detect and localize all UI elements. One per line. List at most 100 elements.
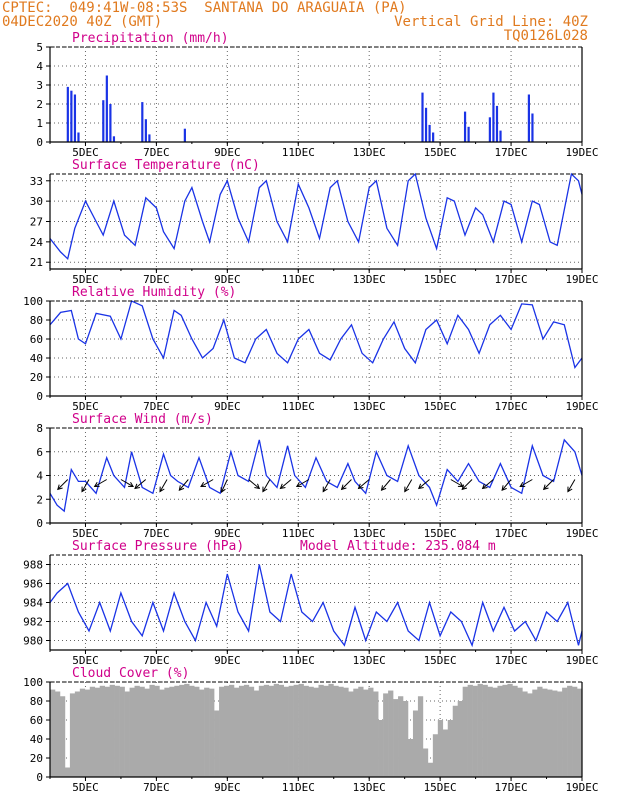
xtick-label-4-6: 17DEC (495, 654, 528, 667)
cloud-bar-36 (228, 684, 235, 777)
wind-arrowhead-4 (134, 483, 140, 490)
cloud-bar-63 (363, 689, 369, 777)
wind-arrowhead-12 (295, 481, 302, 488)
precip-bar-11 (183, 128, 186, 142)
ytick-label-1-3: 30 (30, 195, 43, 208)
panel-title-2: Relative Humidity (%) (72, 285, 236, 300)
xtick-label-4-5: 15DEC (424, 654, 457, 667)
xtick-label-5-0: 5DEC (72, 781, 99, 794)
precip-bar-13 (424, 107, 428, 142)
cloud-bar-61 (353, 688, 359, 777)
ytick-label-0-2: 2 (36, 98, 43, 111)
cloud-bar-19 (144, 688, 150, 777)
ytick-label-5-1: 20 (30, 752, 43, 765)
cloud-bar-1 (54, 691, 61, 777)
wind-arrowhead-16 (380, 485, 387, 492)
ytick-label-4-3: 986 (23, 578, 43, 591)
cloud-bar-33 (214, 710, 220, 777)
cloud-bar-20 (149, 684, 155, 777)
ytick-label-1-2: 27 (30, 216, 43, 229)
panel-title-1: Surface Temperature (nC) (72, 158, 260, 173)
precip-bar-16 (463, 111, 467, 142)
cloud-bar-28 (189, 685, 195, 777)
ytick-label-4-4: 988 (23, 559, 43, 572)
xtick-label-3-1: 7DEC (143, 527, 170, 540)
xtick-label-1-7: 19DEC (565, 273, 598, 286)
precip-bar-4 (102, 100, 105, 142)
cloud-bar-38 (238, 685, 245, 777)
xtick-label-0-0: 5DEC (72, 146, 99, 159)
wind-arrowhead-14 (340, 484, 347, 491)
cloud-bar-48 (288, 685, 294, 777)
cloud-bar-72 (407, 739, 414, 777)
wind-arrowhead-15 (357, 483, 364, 490)
cloud-bar-75 (422, 748, 429, 777)
xtick-label-4-1: 7DEC (143, 654, 170, 667)
cloud-bar-43 (263, 684, 270, 777)
cloud-bar-2 (59, 696, 66, 777)
ytick-label-1-1: 24 (30, 236, 44, 249)
cloud-bar-25 (174, 685, 180, 777)
cloud-bar-47 (283, 686, 289, 777)
cloud-bar-73 (412, 710, 419, 777)
precip-bar-8 (141, 102, 144, 142)
cloud-bar-93 (512, 685, 518, 777)
wind-arrow-23 (519, 479, 533, 487)
xtick-label-2-6: 17DEC (495, 400, 528, 413)
ytick-label-2-3: 60 (30, 333, 43, 346)
cloud-bar-70 (398, 696, 404, 777)
wind-arrow-16 (381, 479, 391, 491)
cloud-bar-52 (308, 686, 314, 777)
wind-arrowhead-6 (178, 485, 185, 491)
cloud-bar-53 (313, 687, 319, 777)
cloud-bar-89 (492, 687, 498, 777)
cloud-bar-71 (403, 701, 409, 777)
xtick-label-3-6: 17DEC (495, 527, 528, 540)
wind-arrow-8 (220, 479, 228, 493)
cloud-bar-106 (577, 688, 583, 777)
xtick-label-0-3: 11DEC (282, 146, 315, 159)
ytick-label-4-0: 980 (23, 635, 43, 648)
panel-annotation-4: Model Altitude: 235.084 m (300, 539, 496, 554)
xtick-label-3-2: 9DEC (214, 527, 241, 540)
xtick-label-4-4: 13DEC (353, 654, 386, 667)
xtick-label-4-0: 5DEC (72, 654, 99, 667)
cloud-bar-87 (482, 684, 488, 777)
cloud-bar-81 (452, 705, 459, 777)
wind-arrow-4 (134, 479, 147, 489)
wind-arrow-14 (341, 479, 352, 490)
xtick-label-5-2: 9DEC (214, 781, 241, 794)
precip-bar-22 (527, 94, 530, 142)
xtick-label-1-5: 15DEC (424, 273, 457, 286)
wind-arrow-2 (94, 479, 107, 487)
wind-arrow-1 (81, 479, 90, 492)
cloud-bar-92 (507, 683, 513, 777)
cloud-bar-24 (169, 686, 175, 777)
xtick-label-5-4: 13DEC (353, 781, 386, 794)
ytick-label-3-3: 6 (36, 446, 43, 459)
cloud-bar-99 (542, 688, 548, 777)
xtick-label-5-7: 19DEC (565, 781, 598, 794)
ytick-label-2-5: 100 (23, 295, 43, 308)
header-model: TQ0126L028 (503, 28, 588, 44)
cloud-bar-45 (273, 683, 280, 777)
wind-arrowhead-17 (404, 486, 410, 493)
wind-arrowhead-3 (128, 481, 134, 488)
xtick-label-0-7: 19DEC (565, 146, 598, 159)
wind-arrowhead-7 (200, 481, 207, 488)
cloud-bar-82 (457, 701, 463, 777)
cloud-bar-74 (417, 696, 424, 777)
wind-arrowhead-18 (418, 483, 424, 490)
cloud-bar-7 (84, 689, 91, 777)
cloud-bar-57 (333, 685, 339, 777)
cloud-bar-21 (154, 685, 160, 777)
cloud-bar-88 (487, 686, 493, 777)
ytick-label-1-4: 33 (30, 175, 43, 188)
cloud-bar-91 (502, 684, 508, 777)
wind-arrow-12 (296, 479, 310, 487)
header-date: 04DEC2020 40Z (GMT) (2, 14, 163, 30)
xtick-label-4-7: 19DEC (565, 654, 598, 667)
wind-arrowhead-10 (262, 486, 268, 493)
